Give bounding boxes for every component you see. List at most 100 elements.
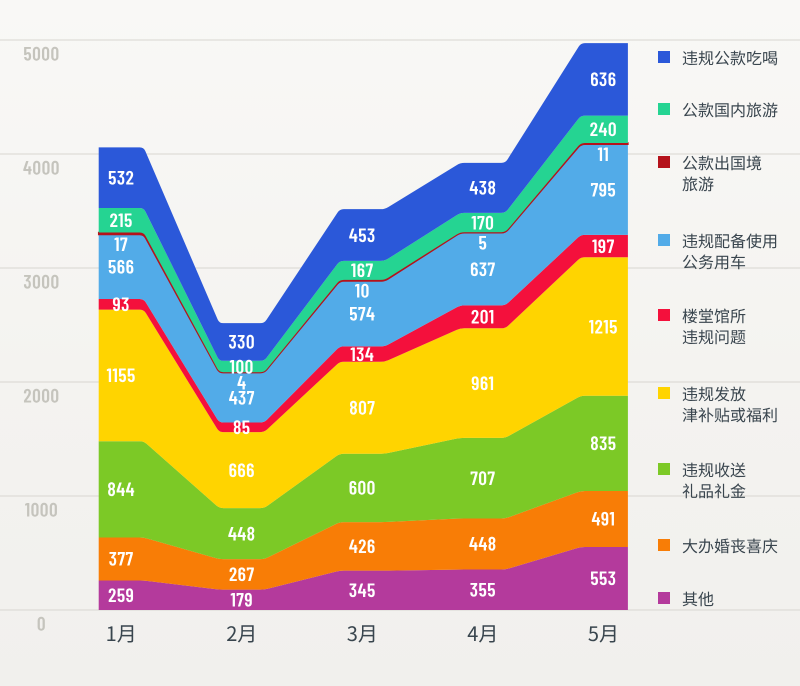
value-label: 11 xyxy=(598,142,610,165)
value-label: 807 xyxy=(349,396,375,419)
legend-swatch-icon xyxy=(658,309,670,321)
legend-label-line: 大办婚丧喜庆 xyxy=(682,532,779,557)
value-label: 179 xyxy=(231,588,254,611)
legend-label-line: 公务用车 xyxy=(682,249,747,273)
value-label: 1155 xyxy=(107,363,136,386)
legend-label: 大办婚丧喜庆 xyxy=(682,532,779,557)
legend-swatch-icon xyxy=(658,156,670,168)
value-label: 377 xyxy=(109,547,134,570)
legend-item[interactable]: 其他 xyxy=(658,585,715,610)
y-axis-tick-label: 4000 xyxy=(23,156,60,179)
legend-swatch-icon xyxy=(658,234,670,246)
x-axis-category-label: 1月 xyxy=(106,618,137,647)
y-axis-tick-label: 2000 xyxy=(23,384,59,407)
y-axis-tick-label: 1000 xyxy=(25,498,58,521)
legend-item[interactable]: 违规发放 津补贴或福利 xyxy=(658,380,779,426)
legend-label-line: 其他 xyxy=(682,585,715,610)
x-axis-category-label: 3月 xyxy=(347,618,378,647)
value-label: 170 xyxy=(471,210,494,233)
chart-legend: 违规公款吃喝 公款国内旅游 公款出国境 旅游 违规配备使用 公务用车 楼堂馆所 违规问题 违规发… xyxy=(658,0,800,686)
legend-item[interactable]: 大办婚丧喜庆 xyxy=(658,532,779,557)
x-axis-category-label: 5月 xyxy=(588,618,619,647)
area-band[interactable] xyxy=(98,144,628,423)
legend-item[interactable]: 违规收送 礼品礼金 xyxy=(658,459,746,501)
legend-item[interactable]: 违规配备使用 公务用车 xyxy=(658,230,778,272)
value-label: 215 xyxy=(110,208,133,231)
legend-label-line: 违规公款吃喝 xyxy=(682,44,779,69)
legend-label-line: 津补贴或福利 xyxy=(682,401,779,426)
value-label: 4 xyxy=(237,371,246,394)
y-axis-tick-label: 3000 xyxy=(23,270,59,293)
value-label: 835 xyxy=(590,431,616,454)
value-label: 707 xyxy=(470,466,495,489)
legend-swatch-icon xyxy=(658,386,670,399)
legend-label: 其他 xyxy=(682,585,715,610)
value-label: 553 xyxy=(590,566,616,589)
legend-label: 违规收送 礼品礼金 xyxy=(682,459,746,501)
legend-label-line: 楼堂馆所 xyxy=(682,303,747,327)
value-label: 491 xyxy=(592,507,616,530)
value-label: 85 xyxy=(233,415,251,438)
legend-swatch-icon xyxy=(658,591,670,604)
value-label: 637 xyxy=(470,257,496,280)
area-band[interactable] xyxy=(98,257,628,509)
value-label: 844 xyxy=(107,477,135,500)
legend-swatch-icon xyxy=(658,50,670,63)
value-label: 259 xyxy=(108,583,134,606)
value-label: 795 xyxy=(591,177,616,200)
area-band[interactable] xyxy=(98,43,628,361)
value-label: 600 xyxy=(349,476,376,499)
value-label: 453 xyxy=(349,223,376,246)
area-band[interactable] xyxy=(98,115,628,373)
value-label: 448 xyxy=(469,532,497,555)
value-label: 636 xyxy=(590,67,616,90)
value-label: 201 xyxy=(471,305,495,328)
legend-label-line: 违规收送 xyxy=(682,457,747,481)
legend-item[interactable]: 公款国内旅游 xyxy=(658,99,778,120)
legend-item[interactable]: 公款出国境 旅游 xyxy=(658,152,762,194)
value-label: 10 xyxy=(355,279,370,302)
value-label: 17 xyxy=(114,232,128,255)
area-band[interactable] xyxy=(98,234,628,433)
legend-label: 违规公款吃喝 xyxy=(682,44,779,69)
legend-label: 公款国内旅游 xyxy=(682,99,778,120)
x-axis-category-label: 4月 xyxy=(467,618,498,647)
area-band[interactable] xyxy=(98,546,628,610)
legend-label-line: 违规发放 xyxy=(682,380,747,405)
value-label: 566 xyxy=(108,255,134,278)
value-label: 448 xyxy=(228,521,256,544)
value-label: 267 xyxy=(229,562,255,585)
value-label: 437 xyxy=(229,385,255,408)
value-label: 330 xyxy=(228,330,255,353)
value-label: 100 xyxy=(230,354,254,377)
value-label: 167 xyxy=(351,258,374,281)
legend-label-line: 公款国内旅游 xyxy=(682,97,779,121)
value-label: 1215 xyxy=(589,314,618,337)
value-label: 961 xyxy=(471,371,494,394)
value-label: 345 xyxy=(349,578,376,601)
value-label: 574 xyxy=(349,302,375,325)
legend-label: 违规发放 津补贴或福利 xyxy=(682,380,779,426)
legend-item[interactable]: 违规公款吃喝 xyxy=(658,44,779,69)
legend-swatch-icon xyxy=(658,538,670,551)
value-label: 134 xyxy=(350,342,374,365)
y-axis-tick-label: 0 xyxy=(37,612,46,635)
y-axis-tick-label: 5000 xyxy=(23,42,59,65)
area-band[interactable] xyxy=(98,490,628,590)
legend-label: 违规配备使用 公务用车 xyxy=(682,230,778,272)
legend-swatch-icon xyxy=(658,463,670,475)
legend-item[interactable]: 楼堂馆所 违规问题 xyxy=(658,305,746,347)
value-label: 93 xyxy=(113,292,130,315)
legend-label-line: 公款出国境 xyxy=(682,150,763,174)
legend-label-line: 违规配备使用 xyxy=(682,228,779,252)
value-label: 240 xyxy=(590,117,617,140)
area-band[interactable] xyxy=(98,395,628,560)
legend-swatch-icon xyxy=(658,103,670,115)
value-label: 197 xyxy=(592,234,615,257)
legend-label-line: 违规问题 xyxy=(682,324,747,348)
value-label: 666 xyxy=(229,458,255,481)
value-label: 5 xyxy=(478,231,487,254)
legend-label: 楼堂馆所 违规问题 xyxy=(682,305,746,347)
